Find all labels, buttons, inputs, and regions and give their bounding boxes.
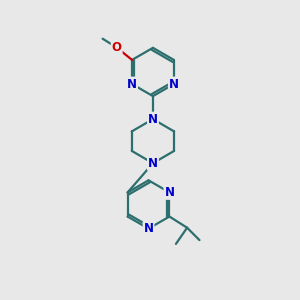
Text: N: N [127,77,137,91]
Text: N: N [143,222,154,235]
Text: O: O [112,41,122,54]
Text: N: N [148,112,158,126]
Text: N: N [164,186,174,199]
Text: N: N [148,157,158,170]
Text: N: N [169,77,179,91]
